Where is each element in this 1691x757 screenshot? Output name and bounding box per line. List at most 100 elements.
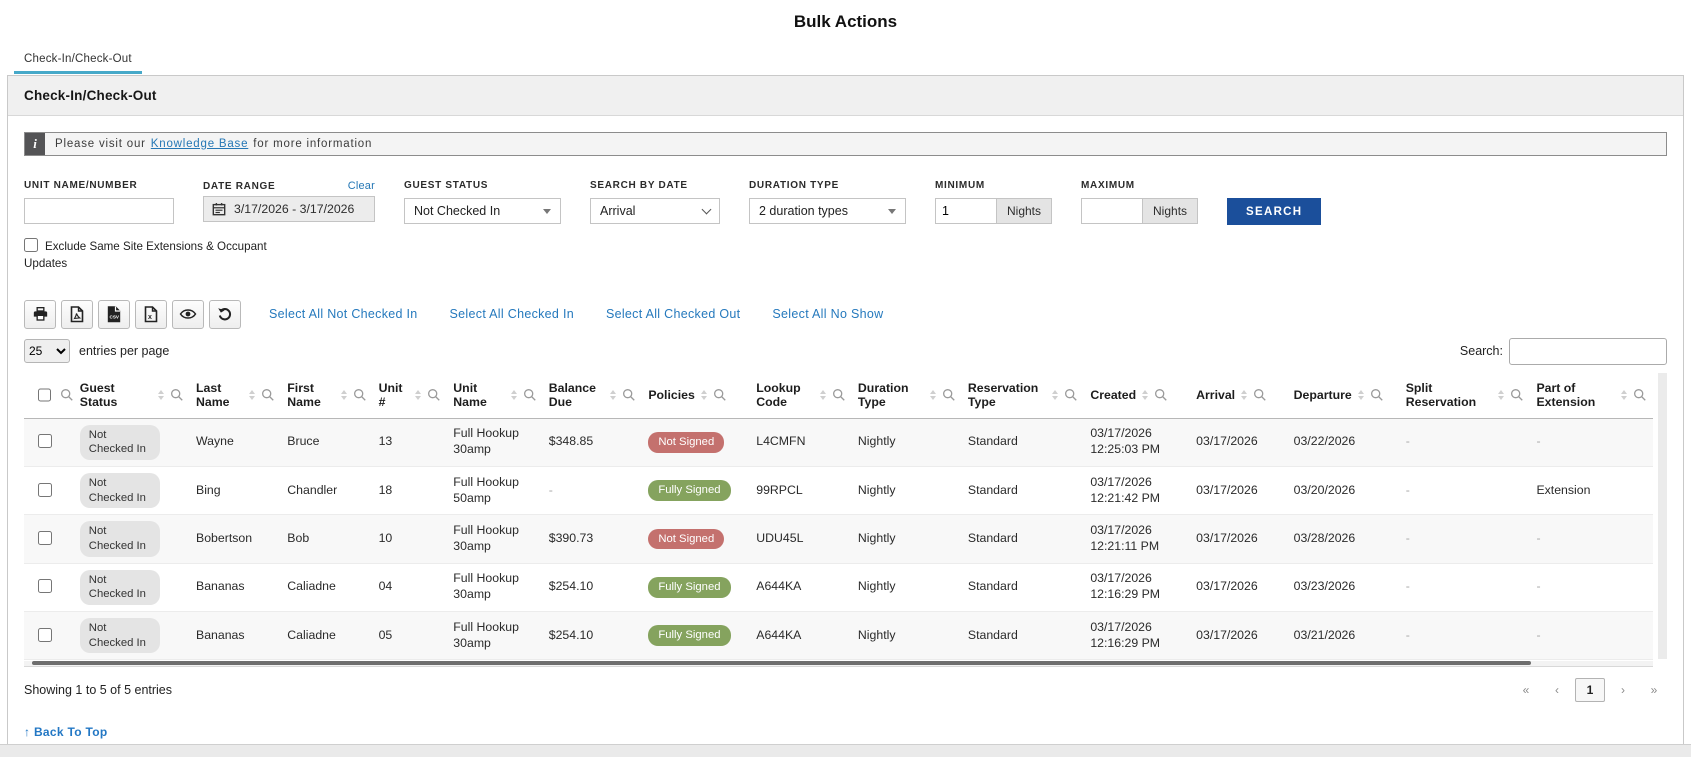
pdf-export-button[interactable] bbox=[61, 299, 93, 329]
vertical-scrollbar[interactable] bbox=[1658, 372, 1667, 660]
col-arrival[interactable]: Arrival bbox=[1190, 372, 1288, 419]
first-name-cell: Bruce bbox=[281, 418, 373, 467]
column-search-icon[interactable] bbox=[942, 388, 956, 402]
print-button[interactable] bbox=[24, 299, 56, 329]
column-search-icon[interactable] bbox=[713, 388, 727, 402]
checkin-checkout-panel: Check-In/Check-Out i Please visit our Kn… bbox=[7, 75, 1684, 757]
col-part-of-extension[interactable]: Part of Extension bbox=[1530, 372, 1653, 419]
row-checkbox[interactable] bbox=[38, 482, 52, 497]
maximum-input[interactable] bbox=[1081, 198, 1144, 224]
col-created[interactable]: Created bbox=[1084, 372, 1191, 419]
guest-status-dropdown[interactable]: Not Checked In bbox=[404, 198, 561, 224]
sort-icon[interactable] bbox=[415, 390, 422, 401]
col-guest-status[interactable]: Guest Status bbox=[73, 372, 190, 419]
column-search-icon[interactable] bbox=[60, 388, 74, 402]
column-search-icon[interactable] bbox=[523, 388, 537, 402]
column-search-icon[interactable] bbox=[1633, 388, 1647, 402]
select-all-checked-in-link[interactable]: Select All Checked In bbox=[449, 307, 574, 322]
select-all-checkbox[interactable] bbox=[38, 388, 51, 403]
horizontal-scrollbar-thumb[interactable] bbox=[32, 661, 1531, 666]
exclude-extensions-checkbox[interactable] bbox=[24, 238, 38, 252]
column-search-icon[interactable] bbox=[261, 388, 275, 402]
reset-button[interactable] bbox=[209, 299, 241, 329]
column-search-icon[interactable] bbox=[1154, 388, 1168, 402]
select-all-no-show-link[interactable]: Select All No Show bbox=[772, 307, 884, 322]
pagination-prev-button[interactable]: ‹ bbox=[1544, 678, 1570, 702]
sort-icon[interactable] bbox=[249, 390, 256, 401]
sort-icon[interactable] bbox=[1241, 390, 1248, 401]
guest-status-badge: Not Checked In bbox=[79, 521, 160, 557]
col-first-name[interactable]: First Name bbox=[281, 372, 373, 419]
search-by-date-filter: SEARCH BY DATE Arrival bbox=[590, 180, 720, 224]
column-search-icon[interactable] bbox=[1253, 388, 1267, 402]
date-range-clear-link[interactable]: Clear bbox=[347, 180, 375, 192]
col-unit-name[interactable]: Unit Name bbox=[447, 372, 543, 419]
sort-icon[interactable] bbox=[700, 390, 707, 401]
date-range-filter: DATE RANGE Clear 3/17/2026 - 3/17/2026 bbox=[203, 180, 375, 222]
col-policies[interactable]: Policies bbox=[642, 372, 751, 419]
col-split-reservation[interactable]: Split Reservation bbox=[1399, 372, 1531, 419]
last-name-cell: Bananas bbox=[190, 563, 282, 612]
table-search-input[interactable] bbox=[1509, 337, 1667, 365]
balance-due-cell: $348.85 bbox=[542, 418, 643, 467]
select-all-checked-out-link[interactable]: Select All Checked Out bbox=[605, 307, 741, 322]
horizontal-scrollbar[interactable] bbox=[24, 661, 1653, 668]
row-checkbox[interactable] bbox=[38, 530, 52, 545]
column-search-icon[interactable] bbox=[353, 388, 367, 402]
column-search-icon[interactable] bbox=[832, 388, 846, 402]
csv-export-button[interactable]: CSV bbox=[98, 299, 130, 329]
pagination: « ‹ 1 › » bbox=[1513, 678, 1667, 703]
column-search-icon[interactable] bbox=[170, 388, 184, 402]
pagination-page-1-button[interactable]: 1 bbox=[1575, 678, 1605, 703]
tab-checkin-checkout[interactable]: Check-In/Check-Out bbox=[14, 48, 142, 74]
minimum-input[interactable] bbox=[935, 198, 997, 224]
pagination-first-button[interactable]: « bbox=[1513, 678, 1539, 702]
sort-icon[interactable] bbox=[1052, 390, 1059, 401]
sort-icon[interactable] bbox=[819, 390, 826, 401]
search-button[interactable]: SEARCH bbox=[1227, 198, 1322, 225]
panel-title: Check-In/Check-Out bbox=[8, 76, 1683, 116]
sort-icon[interactable] bbox=[510, 390, 517, 401]
sort-icon[interactable] bbox=[1621, 390, 1627, 401]
pagination-next-button[interactable]: › bbox=[1610, 678, 1636, 702]
table-body: Not Checked In Wayne Bruce 13 Full Hooku… bbox=[24, 418, 1653, 661]
duration-type-dropdown[interactable]: 2 duration types bbox=[749, 198, 906, 224]
search-by-date-select[interactable]: Arrival bbox=[590, 198, 720, 224]
sort-icon[interactable] bbox=[1357, 390, 1364, 401]
page-size-select[interactable]: 25 bbox=[24, 339, 70, 364]
table-row: Not Checked In Bobertson Bob 10 Full Hoo… bbox=[24, 514, 1653, 564]
sort-icon[interactable] bbox=[929, 390, 936, 401]
column-search-icon[interactable] bbox=[1370, 388, 1384, 402]
col-duration-type[interactable]: Duration Type bbox=[851, 372, 962, 419]
knowledge-base-link[interactable]: Knowledge Base bbox=[150, 138, 249, 150]
col-reservation-type[interactable]: Reservation Type bbox=[961, 372, 1085, 419]
column-search-icon[interactable] bbox=[427, 388, 441, 402]
visibility-button[interactable] bbox=[172, 299, 204, 329]
col-balance-due[interactable]: Balance Due bbox=[542, 372, 643, 419]
maximum-nights-suffix: Nights bbox=[1143, 198, 1199, 224]
sort-icon[interactable] bbox=[158, 390, 164, 401]
pagination-last-button[interactable]: » bbox=[1641, 678, 1667, 702]
sort-icon[interactable] bbox=[340, 390, 347, 401]
column-search-icon[interactable] bbox=[1510, 388, 1524, 402]
column-search-icon[interactable] bbox=[1064, 388, 1078, 402]
excel-export-button[interactable]: x bbox=[135, 299, 167, 329]
sort-icon[interactable] bbox=[610, 390, 617, 401]
column-search-icon[interactable] bbox=[622, 388, 636, 402]
col-departure[interactable]: Departure bbox=[1287, 372, 1400, 419]
row-checkbox[interactable] bbox=[38, 579, 52, 594]
sort-icon[interactable] bbox=[1142, 390, 1149, 401]
col-lookup-code[interactable]: Lookup Code bbox=[750, 372, 852, 419]
unit-name-input[interactable] bbox=[24, 198, 174, 224]
row-checkbox[interactable] bbox=[38, 434, 52, 449]
sort-icon[interactable] bbox=[1498, 390, 1505, 401]
date-range-field[interactable]: 3/17/2026 - 3/17/2026 bbox=[203, 196, 375, 222]
reset-icon bbox=[218, 308, 232, 321]
col-unit-number[interactable]: Unit # bbox=[372, 372, 448, 419]
select-all-not-checked-in-link[interactable]: Select All Not Checked In bbox=[269, 307, 418, 322]
first-name-cell: Caliadne bbox=[281, 563, 373, 612]
exclude-extensions-label[interactable]: Exclude Same Site Extensions & Occupant … bbox=[24, 238, 267, 270]
col-last-name[interactable]: Last Name bbox=[190, 372, 282, 419]
back-to-top-link[interactable]: ↑ Back To Top bbox=[24, 725, 108, 740]
row-checkbox[interactable] bbox=[38, 627, 52, 642]
